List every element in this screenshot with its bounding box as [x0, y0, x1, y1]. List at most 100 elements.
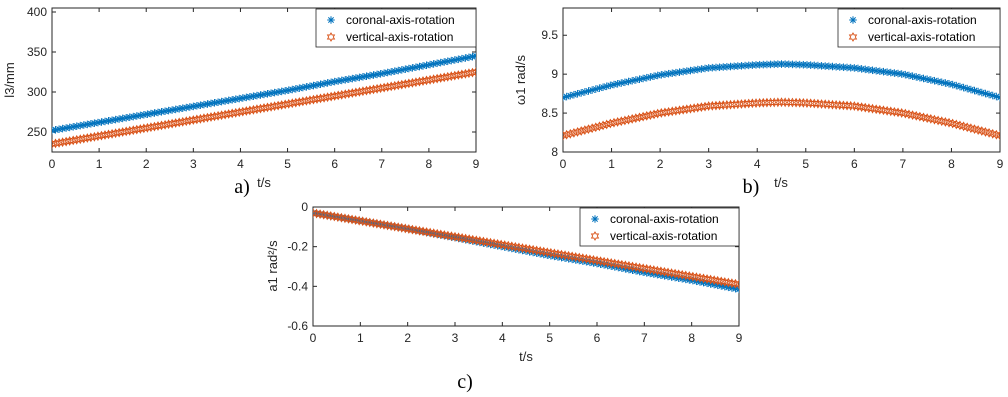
x-tick-label: 9: [997, 157, 1004, 171]
data-point: [722, 100, 732, 110]
y-tick-label: 9.5: [541, 28, 558, 42]
data-point: [139, 123, 149, 134]
x-tick-label: 8: [688, 331, 695, 345]
legend-entry: coronal-axis-rotation: [610, 212, 719, 226]
data-point: [383, 220, 392, 231]
x-tick-label: 6: [851, 157, 858, 171]
data-point: [919, 112, 928, 123]
data-point: [563, 130, 568, 141]
data-point: [150, 121, 159, 132]
x-tick-label: 6: [594, 331, 601, 345]
x-tick-label: 3: [705, 157, 712, 171]
data-point: [598, 120, 608, 131]
data-point: [472, 52, 476, 60]
legend-marker: [326, 32, 336, 42]
data-point: [897, 108, 906, 118]
series-coronal: [52, 52, 476, 135]
y-tick-label: 300: [27, 85, 47, 99]
data-point: [386, 81, 396, 92]
data-point: [464, 234, 474, 245]
data-point: [68, 135, 78, 146]
data-point: [432, 73, 442, 84]
data-point: [589, 255, 598, 265]
data-point: [302, 95, 311, 106]
data-point: [291, 97, 301, 108]
data-point: [224, 109, 233, 119]
data-point: [649, 109, 659, 120]
legend-marker: [591, 215, 599, 223]
data-point: [408, 77, 417, 88]
data-point: [656, 266, 666, 277]
data-point: [585, 254, 595, 265]
data-point: [93, 131, 103, 142]
data-point: [671, 105, 681, 116]
data-point: [401, 79, 410, 89]
data-point: [806, 98, 815, 109]
data-point: [351, 87, 361, 98]
x-tick-label: 4: [499, 331, 506, 345]
data-point: [404, 224, 414, 234]
y-axis-label: l3/mm: [2, 62, 17, 97]
legend-box: [315, 8, 477, 48]
data-point: [196, 113, 205, 124]
data-point: [995, 130, 1000, 141]
data-point: [330, 91, 339, 101]
data-point: [977, 88, 986, 97]
data-point: [475, 236, 485, 246]
data-point: [663, 267, 673, 278]
data-point: [686, 103, 695, 114]
data-point: [933, 115, 943, 126]
x-axis-label: t/s: [774, 175, 788, 190]
x-tick-label: 0: [560, 157, 567, 171]
data-point: [846, 100, 855, 111]
data-point: [620, 115, 630, 126]
data-point: [136, 124, 145, 134]
data-point: [886, 106, 895, 117]
data-point: [369, 218, 378, 228]
data-point: [569, 127, 579, 138]
data-point: [129, 125, 138, 136]
data-point: [908, 110, 917, 121]
data-point: [617, 116, 626, 127]
data-point: [617, 259, 627, 270]
data-point: [740, 98, 750, 109]
legend-marker: [327, 16, 335, 24]
data-point: [699, 273, 708, 284]
data-point: [111, 128, 120, 139]
data-point: [439, 72, 449, 83]
data-point: [514, 242, 524, 253]
data-point: [464, 68, 474, 79]
x-tick-label: 0: [49, 157, 56, 171]
data-point: [689, 103, 699, 114]
y-tick-label: 350: [27, 45, 47, 59]
data-point: [309, 94, 318, 105]
data-point: [624, 260, 634, 271]
data-point: [528, 244, 538, 255]
data-point: [731, 278, 739, 289]
data-point: [642, 110, 652, 121]
data-point: [930, 114, 939, 125]
data-point: [330, 211, 339, 222]
data-point: [199, 113, 209, 124]
data-point: [235, 107, 244, 118]
y-tick-label: 400: [27, 5, 47, 19]
data-point: [614, 259, 623, 270]
data-point: [429, 228, 438, 239]
data-point: [118, 127, 127, 137]
data-point: [372, 83, 382, 94]
data-point: [174, 117, 184, 128]
x-tick-label: 1: [96, 157, 103, 171]
y-tick-label: 9: [551, 67, 558, 81]
data-point: [670, 268, 680, 279]
data-point: [853, 101, 863, 112]
x-tick-label: 9: [736, 331, 743, 345]
data-point: [624, 114, 633, 125]
data-point: [390, 221, 399, 232]
data-point: [404, 78, 414, 89]
data-point: [628, 261, 637, 272]
data-point: [511, 241, 520, 252]
data-point: [418, 226, 428, 237]
data-point: [735, 285, 739, 294]
data-point: [415, 225, 424, 236]
data-point: [678, 104, 688, 115]
